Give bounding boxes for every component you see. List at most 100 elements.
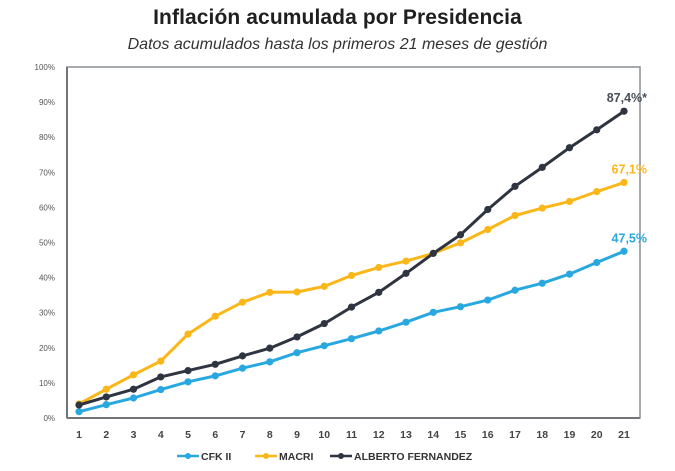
x-tick-label: 5: [185, 429, 191, 441]
chart-title: Inflación acumulada por Presidencia: [153, 6, 522, 29]
data-point: [238, 364, 247, 372]
y-tick-label: 30%: [39, 309, 55, 318]
data-point: [184, 378, 192, 386]
x-tick-label: 18: [536, 429, 548, 441]
data-point: [75, 408, 83, 416]
data-point: [620, 107, 628, 115]
data-point: [511, 182, 519, 190]
series-macri: [75, 178, 628, 408]
data-point: [266, 288, 274, 296]
data-point: [129, 394, 138, 402]
data-point: [320, 282, 328, 290]
data-point: [211, 312, 219, 320]
end-labels: 47,5% 67,1% 87,4%*: [607, 91, 647, 245]
data-point: [538, 204, 546, 212]
data-point: [456, 239, 465, 247]
data-point: [184, 367, 192, 375]
series-cfk-ii: [75, 247, 628, 416]
data-point: [538, 279, 546, 287]
y-tick-label: 10%: [39, 379, 55, 388]
data-point: [211, 360, 219, 368]
legend-label: CFK II: [201, 451, 231, 463]
data-label: 87,4%*: [607, 91, 647, 105]
data-point: [238, 298, 247, 306]
data-point: [157, 385, 165, 394]
x-tick-label: 4: [158, 429, 164, 441]
data-point: [484, 225, 492, 234]
data-point: [511, 211, 519, 220]
data-point: [511, 286, 519, 294]
plot-area-frame: [66, 66, 641, 419]
data-point: [266, 344, 274, 352]
data-point: [347, 335, 356, 343]
x-axis: 1 2 3 4 5 6 7 8 9 10 11 12 13 14 15 16 17 18 19 20 21: [67, 417, 640, 441]
data-point: [347, 271, 356, 280]
data-point: [157, 357, 165, 365]
data-point: [565, 144, 574, 152]
chart-subtitle: Datos acumulados hasta los primeros 21 m…: [127, 36, 548, 53]
y-axis: 0% 10% 20% 30% 40% 50% 60% 70% 80% 90% 100%: [35, 63, 68, 423]
x-tick-label: 6: [212, 429, 218, 441]
data-point: [320, 319, 328, 328]
data-point: [402, 269, 410, 277]
data-point: [565, 197, 574, 206]
data-point: [184, 330, 192, 338]
data-point: [75, 401, 83, 409]
data-point: [102, 393, 110, 401]
y-tick-label: 50%: [39, 239, 55, 248]
x-tick-label: 19: [564, 429, 576, 441]
data-point: [347, 303, 356, 311]
x-tick-label: 21: [618, 429, 630, 441]
x-tick-label: 1: [76, 429, 82, 441]
data-point: [593, 188, 601, 196]
x-tick-label: 13: [400, 429, 412, 441]
data-point: [593, 126, 601, 134]
data-point: [293, 333, 301, 341]
data-point: [375, 327, 383, 335]
legend: CFK II MACRI ALBERTO FERNANDEZ: [177, 451, 473, 463]
x-tick-label: 20: [591, 429, 603, 441]
legend-swatch-marker: [263, 453, 269, 459]
data-point: [620, 247, 628, 255]
data-point: [293, 349, 301, 357]
y-tick-label: 90%: [39, 98, 55, 107]
data-point: [375, 263, 383, 272]
legend-swatch-marker: [338, 453, 344, 459]
data-point: [429, 308, 437, 316]
data-point: [375, 288, 383, 296]
data-point: [402, 318, 410, 326]
legend-item: MACRI: [255, 451, 313, 463]
data-point: [129, 385, 138, 393]
legend-swatch-marker: [185, 453, 191, 459]
y-tick-label: 80%: [39, 133, 55, 142]
legend-label: MACRI: [279, 451, 313, 463]
data-point: [102, 401, 110, 409]
data-point: [565, 270, 574, 278]
x-tick-label: 14: [427, 429, 439, 441]
x-tick-label: 7: [240, 429, 246, 441]
x-tick-label: 17: [509, 429, 521, 441]
data-point: [320, 342, 328, 350]
y-tick-label: 0%: [43, 414, 55, 423]
x-tick-label: 16: [482, 429, 494, 441]
x-tick-label: 11: [346, 429, 357, 441]
data-point: [456, 231, 465, 239]
y-tick-label: 20%: [39, 344, 55, 353]
legend-item: ALBERTO FERNANDEZ: [330, 451, 473, 463]
series-alberto-fernandez: [75, 107, 628, 409]
data-point: [157, 373, 165, 381]
data-point: [538, 163, 546, 171]
data-point: [293, 288, 301, 296]
y-tick-label: 100%: [35, 63, 55, 72]
x-tick-label: 12: [373, 429, 385, 441]
data-label: 47,5%: [612, 231, 647, 245]
data-point: [238, 352, 247, 360]
x-tick-label: 10: [318, 429, 330, 441]
data-label: 67,1%: [612, 162, 647, 176]
legend-item: CFK II: [177, 451, 231, 463]
series-line: [77, 181, 626, 406]
data-point: [620, 178, 628, 187]
y-tick-label: 70%: [39, 168, 55, 177]
x-tick-label: 15: [455, 429, 467, 441]
